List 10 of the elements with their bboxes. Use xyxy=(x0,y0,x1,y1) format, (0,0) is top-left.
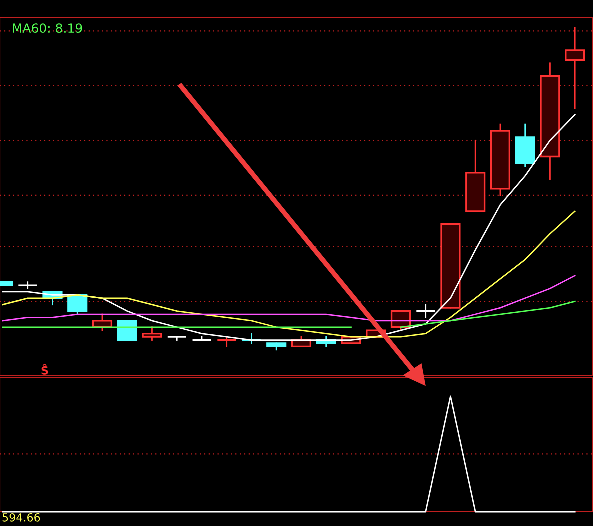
text: Ŝ xyxy=(42,364,48,375)
candlestick xyxy=(167,336,188,341)
text: 594.66 xyxy=(2,513,40,522)
text: MA60: 8.19 xyxy=(13,24,82,34)
candlestick xyxy=(117,320,138,342)
candlestick xyxy=(142,326,162,341)
candlestick xyxy=(565,27,586,110)
candlestick xyxy=(18,282,38,290)
candlestick xyxy=(216,336,237,348)
candlestick xyxy=(416,304,436,318)
